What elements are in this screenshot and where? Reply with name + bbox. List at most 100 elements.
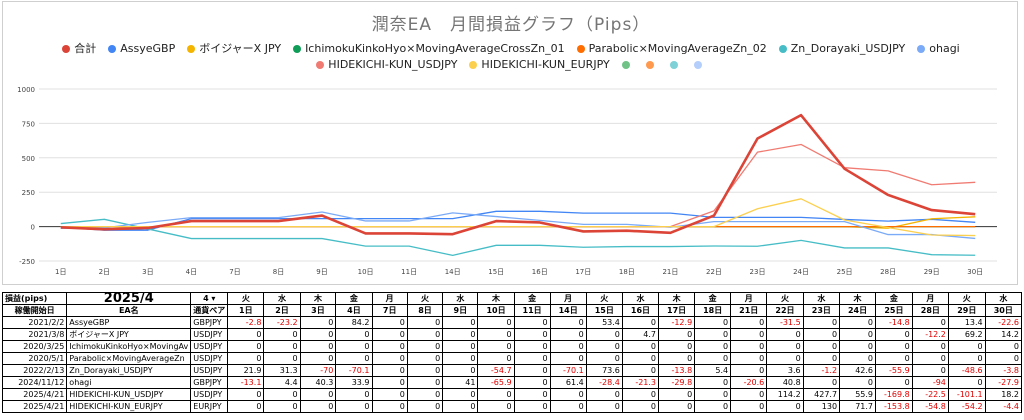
pips-value-cell[interactable]: 21.9 <box>227 364 265 377</box>
start-date-cell[interactable]: 2025/4/21 <box>1 400 68 413</box>
pips-value-cell[interactable]: -153.8 <box>875 400 913 413</box>
pips-value-cell[interactable]: -169.8 <box>875 388 913 401</box>
pips-value-cell[interactable]: 0 <box>549 400 587 413</box>
pips-label[interactable]: 損益(pips) <box>1 292 68 305</box>
legend-item[interactable]: HIDEKICHI-KUN_USDJPY <box>316 58 457 71</box>
pips-value-cell[interactable]: -13.1 <box>227 376 265 389</box>
pips-value-cell[interactable]: -1.2 <box>802 364 841 377</box>
day-header[interactable]: 17日 <box>658 304 696 317</box>
weekday-header[interactable]: 木 <box>477 292 515 305</box>
start-date-cell[interactable]: 2024/11/12 <box>1 376 68 389</box>
ea-name-cell[interactable]: ohagi <box>66 376 192 389</box>
weekday-header[interactable]: 金 <box>335 292 373 305</box>
pips-value-cell[interactable]: 0 <box>694 388 732 401</box>
day-header[interactable]: 21日 <box>730 304 768 317</box>
pips-value-cell[interactable]: 0 <box>442 316 479 329</box>
pips-value-cell[interactable]: 0 <box>406 364 444 377</box>
day-header[interactable]: 22日 <box>766 304 804 317</box>
pips-value-cell[interactable]: 0 <box>658 352 696 365</box>
start-date-cell[interactable]: 2021/2/2 <box>1 316 68 329</box>
pips-value-cell[interactable]: 0 <box>585 388 623 401</box>
day-header[interactable]: 9日 <box>442 304 479 317</box>
pips-value-cell[interactable]: -23.2 <box>263 316 301 329</box>
pips-value-cell[interactable]: 0 <box>513 352 551 365</box>
legend-item[interactable] <box>669 58 682 71</box>
pips-value-cell[interactable]: 0 <box>406 388 444 401</box>
legend-item[interactable]: AssyeGBP <box>108 42 175 55</box>
weekday-header[interactable]: 火 <box>947 292 986 305</box>
pips-value-cell[interactable]: 0 <box>513 388 551 401</box>
pips-value-cell[interactable]: -54.8 <box>911 400 949 413</box>
pips-value-cell[interactable]: 61.4 <box>549 376 587 389</box>
pips-value-cell[interactable]: 0 <box>839 316 877 329</box>
legend-item[interactable]: ボイジャーX JPY <box>187 40 281 56</box>
legend-item[interactable]: Zn_Dorayaki_USDJPY <box>778 42 905 55</box>
pips-value-cell[interactable]: 0 <box>621 340 660 353</box>
pair-cell[interactable]: GBPJPY <box>190 316 229 329</box>
col-header-pair[interactable]: 通貨ペア <box>190 304 229 317</box>
pips-value-cell[interactable]: 0 <box>984 340 1023 353</box>
pips-value-cell[interactable]: 0 <box>875 376 913 389</box>
pips-value-cell[interactable]: 0 <box>621 388 660 401</box>
pips-value-cell[interactable]: 0 <box>947 352 986 365</box>
pips-value-cell[interactable]: -20.6 <box>730 376 768 389</box>
pips-value-cell[interactable]: 0 <box>299 400 337 413</box>
pips-value-cell[interactable]: 0 <box>335 328 373 341</box>
pips-value-cell[interactable]: 0 <box>371 352 408 365</box>
pips-value-cell[interactable]: 0 <box>585 400 623 413</box>
pips-value-cell[interactable]: 0 <box>477 340 515 353</box>
pips-value-cell[interactable]: -27.9 <box>984 376 1023 389</box>
pips-value-cell[interactable]: 0 <box>406 340 444 353</box>
pips-value-cell[interactable]: 69.2 <box>947 328 986 341</box>
pips-value-cell[interactable]: 0 <box>227 400 265 413</box>
pips-value-cell[interactable]: 0 <box>299 328 337 341</box>
weekday-header[interactable]: 月 <box>549 292 587 305</box>
day-header[interactable]: 30日 <box>984 304 1023 317</box>
day-header[interactable]: 3日 <box>299 304 337 317</box>
pips-value-cell[interactable]: 0 <box>371 364 408 377</box>
start-date-cell[interactable]: 2020/3/25 <box>1 340 68 353</box>
pips-value-cell[interactable]: 0 <box>839 376 877 389</box>
pips-value-cell[interactable]: 130 <box>802 400 841 413</box>
pips-value-cell[interactable]: -12.2 <box>911 328 949 341</box>
pair-cell[interactable]: EURJPY <box>190 400 229 413</box>
weekday-header[interactable]: 金 <box>513 292 551 305</box>
pips-value-cell[interactable]: 71.7 <box>839 400 877 413</box>
pips-value-cell[interactable]: 0 <box>658 328 696 341</box>
pips-value-cell[interactable]: 40.8 <box>766 376 804 389</box>
pips-value-cell[interactable]: 0 <box>299 340 337 353</box>
pips-value-cell[interactable]: -101.1 <box>947 388 986 401</box>
start-date-cell[interactable]: 2021/3/8 <box>1 328 68 341</box>
day-header[interactable]: 18日 <box>694 304 732 317</box>
pips-value-cell[interactable]: 0 <box>477 328 515 341</box>
start-date-cell[interactable]: 2025/4/21 <box>1 388 68 401</box>
pips-value-cell[interactable]: -28.4 <box>585 376 623 389</box>
ea-name-cell[interactable]: AssyeGBP <box>66 316 192 329</box>
pips-value-cell[interactable]: 0 <box>299 352 337 365</box>
pips-value-cell[interactable]: -4.4 <box>984 400 1023 413</box>
pips-value-cell[interactable]: 0 <box>875 340 913 353</box>
pips-value-cell[interactable]: 33.9 <box>335 376 373 389</box>
pips-value-cell[interactable]: 0 <box>227 328 265 341</box>
pips-value-cell[interactable]: 0 <box>694 352 732 365</box>
legend-item[interactable] <box>621 58 634 71</box>
pips-value-cell[interactable]: 0 <box>371 328 408 341</box>
pips-value-cell[interactable]: 0 <box>658 400 696 413</box>
weekday-header[interactable]: 月 <box>371 292 408 305</box>
pips-value-cell[interactable]: 0 <box>513 400 551 413</box>
pips-value-cell[interactable]: 4.7 <box>621 328 660 341</box>
weekday-header[interactable]: 火 <box>227 292 265 305</box>
pips-value-cell[interactable]: -12.9 <box>658 316 696 329</box>
pips-value-cell[interactable]: 18.2 <box>984 388 1023 401</box>
pips-value-cell[interactable]: 0 <box>299 388 337 401</box>
ea-name-cell[interactable]: HIDEKICHI-KUN_USDJPY <box>66 388 192 401</box>
pips-value-cell[interactable]: 0 <box>730 328 768 341</box>
pips-value-cell[interactable]: 0 <box>694 340 732 353</box>
pips-value-cell[interactable]: 0 <box>549 352 587 365</box>
pips-value-cell[interactable]: 0 <box>227 340 265 353</box>
pips-value-cell[interactable]: 0 <box>911 316 949 329</box>
day-header[interactable]: 10日 <box>477 304 515 317</box>
pips-value-cell[interactable]: 0 <box>442 388 479 401</box>
day-header[interactable]: 1日 <box>227 304 265 317</box>
ea-name-cell[interactable]: Zn_Dorayaki_USDJPY <box>66 364 192 377</box>
